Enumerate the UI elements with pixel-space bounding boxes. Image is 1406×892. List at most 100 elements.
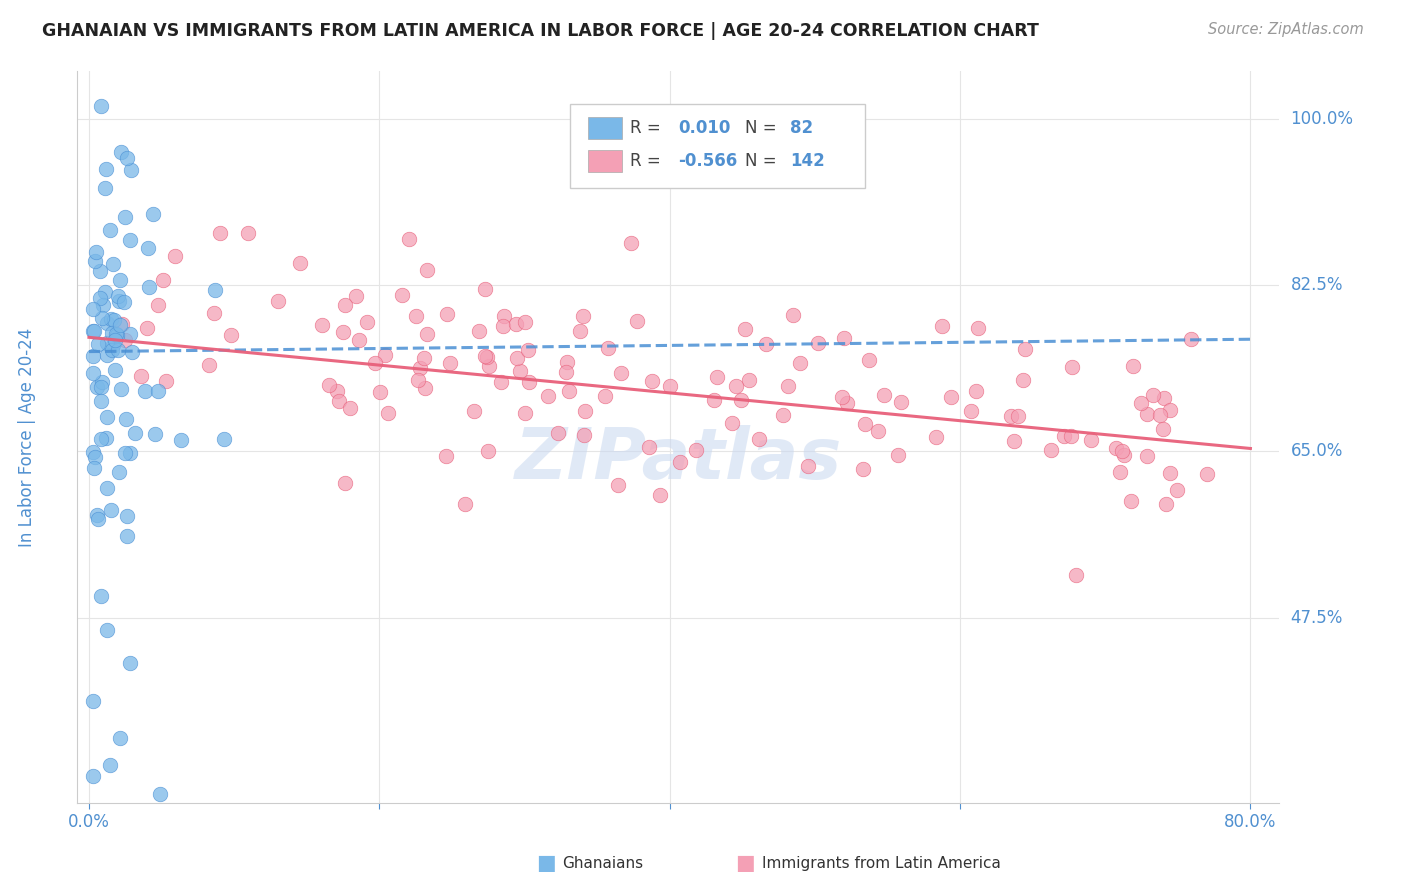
Point [136, 320, 159, 334]
Point [107, 343, 129, 357]
Point [83, 324, 105, 338]
Point [82, 694, 104, 708]
Point [374, 348, 396, 362]
Point [797, 458, 820, 473]
Point [463, 404, 485, 418]
Point [1119, 494, 1142, 508]
Point [115, 508, 138, 523]
Point [103, 312, 125, 326]
Point [110, 382, 132, 396]
Point [595, 389, 617, 403]
Point [82, 366, 104, 380]
Text: GHANAIAN VS IMMIGRANTS FROM LATIN AMERICA IN LABOR FORCE | AGE 20-24 CORRELATION: GHANAIAN VS IMMIGRANTS FROM LATIN AMERIC… [42, 22, 1039, 40]
Point [364, 355, 387, 369]
Point [409, 360, 432, 375]
Point [120, 162, 142, 177]
Point [110, 145, 132, 159]
Point [108, 273, 131, 287]
Point [778, 379, 800, 393]
Text: Ghanaians: Ghanaians [562, 856, 644, 871]
Point [405, 309, 427, 323]
Point [724, 378, 747, 392]
Point [517, 343, 540, 358]
Point [138, 280, 160, 294]
Text: N =: N = [745, 152, 776, 169]
Point [105, 326, 128, 341]
Point [98, 757, 121, 772]
Point [326, 384, 349, 399]
Point [204, 283, 226, 297]
Point [574, 428, 596, 442]
Point [1136, 449, 1159, 463]
Point [406, 373, 429, 387]
Point [509, 364, 531, 378]
Point [837, 396, 859, 410]
Point [104, 333, 127, 347]
Point [82, 768, 104, 782]
Point [454, 497, 477, 511]
Point [967, 320, 990, 334]
Point [1197, 467, 1219, 481]
Point [121, 345, 143, 359]
Point [335, 476, 357, 491]
Point [90, 432, 112, 446]
Point [1007, 409, 1029, 423]
Point [807, 335, 830, 350]
Point [730, 393, 752, 408]
Point [221, 328, 243, 343]
Point [789, 356, 811, 370]
Point [571, 309, 593, 323]
Point [853, 417, 876, 431]
Point [832, 331, 855, 345]
Point [1064, 567, 1087, 582]
Point [118, 233, 141, 247]
Point [1059, 429, 1081, 443]
Point [82, 349, 104, 363]
Point [96, 410, 118, 425]
Point [606, 478, 628, 492]
Point [82, 324, 104, 338]
Point [84, 254, 107, 268]
Point [391, 288, 413, 302]
Point [368, 384, 391, 399]
Point [468, 324, 491, 338]
Point [685, 442, 707, 457]
Point [100, 311, 122, 326]
Point [86, 508, 108, 522]
Point [598, 341, 620, 355]
Point [492, 318, 515, 333]
Point [101, 343, 124, 357]
FancyBboxPatch shape [571, 104, 865, 188]
Point [568, 324, 591, 338]
Point [91, 311, 114, 326]
Point [165, 249, 187, 263]
Text: Source: ZipAtlas.com: Source: ZipAtlas.com [1208, 22, 1364, 37]
Text: 0.010: 0.010 [679, 120, 731, 137]
Point [515, 406, 537, 420]
Point [115, 151, 138, 165]
Point [505, 317, 527, 331]
Point [858, 353, 880, 368]
Point [637, 441, 659, 455]
Point [831, 390, 853, 404]
Point [103, 363, 125, 377]
Text: 82: 82 [790, 120, 813, 137]
Point [574, 404, 596, 418]
Point [931, 318, 953, 333]
Point [94, 285, 117, 299]
Text: -0.566: -0.566 [679, 152, 738, 169]
Text: 82.5%: 82.5% [1291, 277, 1343, 294]
Point [554, 365, 576, 379]
Text: 47.5%: 47.5% [1291, 608, 1343, 626]
Point [555, 355, 578, 369]
Point [1159, 466, 1181, 480]
Point [1156, 497, 1178, 511]
Point [492, 309, 515, 323]
Point [626, 313, 648, 327]
Point [1130, 396, 1153, 410]
Point [204, 306, 226, 320]
Point [288, 256, 311, 270]
Point [82, 444, 104, 458]
Point [91, 375, 114, 389]
Point [114, 211, 136, 225]
